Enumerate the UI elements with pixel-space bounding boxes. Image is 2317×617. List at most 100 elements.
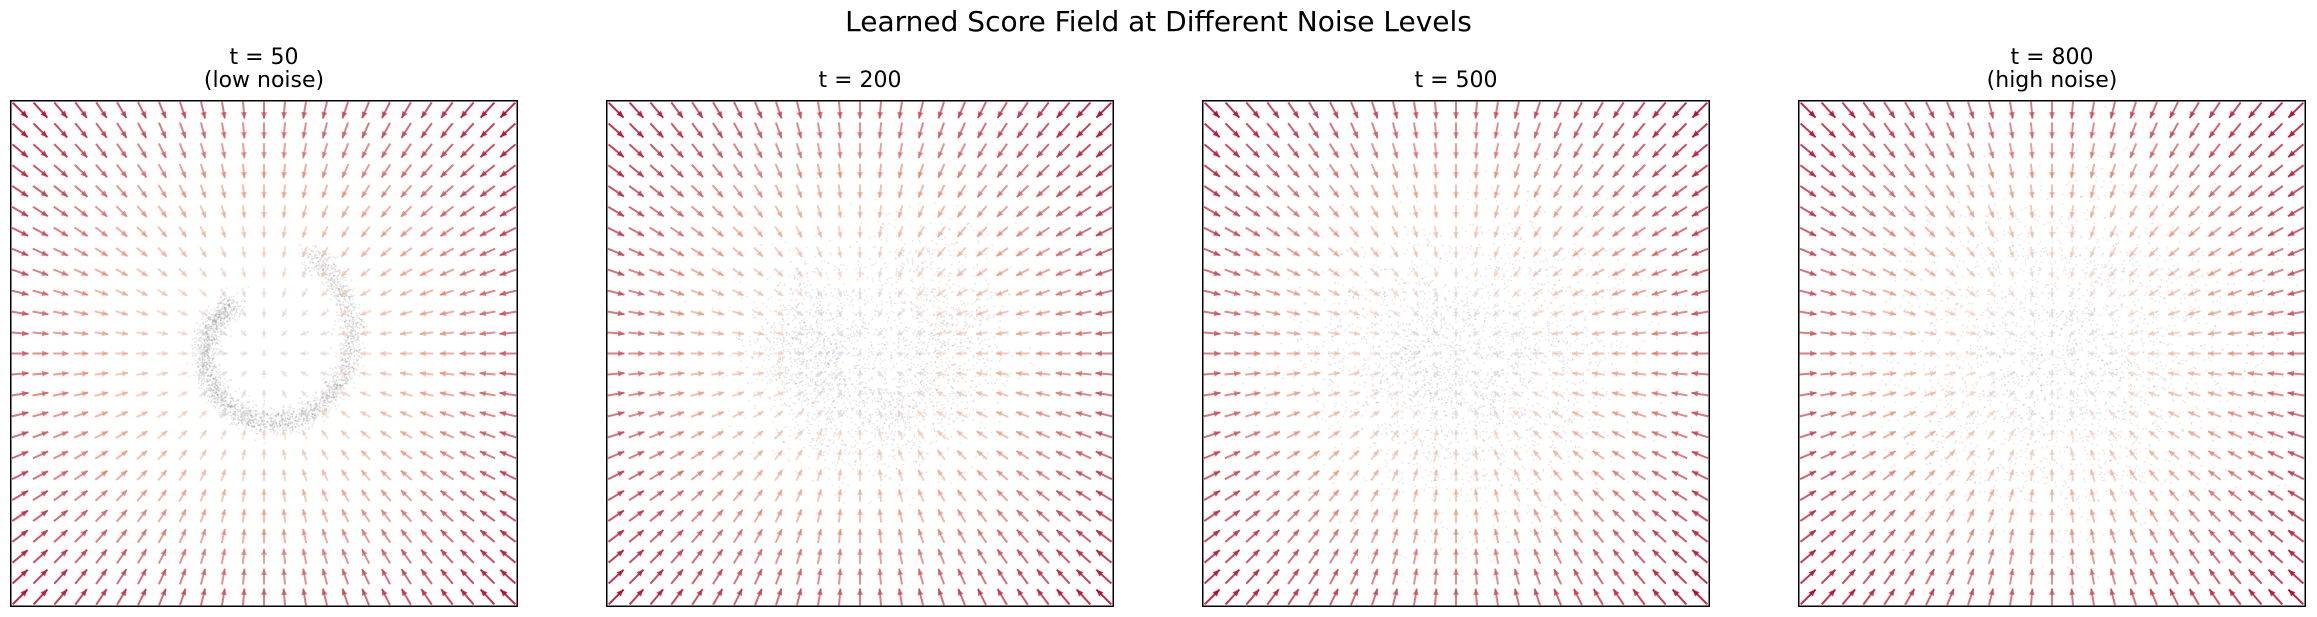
sample-point: [202, 369, 204, 372]
sample-point: [922, 391, 925, 394]
score-arrow-head: [261, 509, 267, 515]
sample-point: [217, 322, 220, 324]
sample-point: [296, 420, 299, 423]
sample-point: [331, 368, 334, 370]
score-arrow-head: [479, 390, 487, 397]
sample-point: [208, 328, 210, 330]
sample-point: [220, 400, 223, 403]
sample-point: [958, 348, 961, 351]
sample-point: [814, 381, 817, 383]
score-arrow-head: [420, 451, 428, 457]
score-arrow-head: [41, 390, 49, 397]
sample-point: [220, 319, 222, 321]
sample-point: [292, 411, 295, 414]
sample-point: [838, 327, 840, 330]
sample-point: [204, 332, 207, 335]
sample-point: [301, 412, 304, 415]
sample-point: [221, 307, 224, 310]
score-arrow-head: [460, 490, 468, 497]
sample-point: [215, 323, 217, 326]
sample-point: [197, 344, 200, 346]
sample-point: [894, 406, 897, 409]
sample-point: [237, 428, 240, 430]
sample-point: [914, 375, 917, 377]
score-arrow-head: [140, 111, 147, 119]
sample-point: [220, 312, 223, 315]
score-arrow-head: [140, 170, 147, 178]
sample-point: [848, 352, 851, 354]
sample-point: [314, 255, 316, 258]
sample-point: [331, 284, 333, 287]
sample-point: [881, 455, 884, 458]
score-arrow-head: [180, 469, 187, 477]
sample-point: [343, 379, 345, 382]
sample-point: [340, 369, 343, 372]
sample-point: [224, 306, 227, 309]
sample-point: [814, 383, 817, 385]
score-arrow-head: [362, 151, 368, 158]
sample-point: [318, 262, 320, 265]
score-arrow-head: [499, 270, 507, 276]
sample-point: [218, 311, 221, 314]
sample-point: [208, 312, 211, 315]
sample-point: [329, 278, 332, 281]
sample-point: [212, 378, 215, 381]
score-arrow-head: [60, 510, 68, 517]
sample-point: [817, 297, 820, 300]
score-arrow-head: [240, 251, 247, 258]
sample-point: [810, 333, 813, 336]
score-arrow-head: [140, 270, 148, 276]
sample-point: [216, 393, 219, 395]
sample-point: [210, 369, 213, 372]
sample-point: [863, 392, 865, 395]
sample-point: [827, 362, 829, 365]
sample-point: [875, 411, 877, 414]
sample-point: [193, 352, 196, 354]
sample-point: [971, 303, 974, 305]
sample-point: [336, 388, 338, 390]
sample-point: [208, 389, 211, 392]
sample-point: [210, 327, 212, 330]
sample-point: [261, 428, 263, 431]
score-arrow: [280, 370, 288, 378]
sample-point: [332, 384, 335, 387]
sample-point: [289, 417, 292, 420]
sample-point: [911, 347, 914, 350]
sample-point: [262, 411, 265, 414]
score-arrow: [219, 308, 228, 318]
sample-point: [356, 360, 358, 363]
sample-point: [202, 377, 205, 380]
sample-point: [915, 335, 918, 338]
sample-point: [237, 405, 239, 408]
sample-point: [906, 380, 909, 383]
sample-point: [930, 324, 933, 326]
score-arrow-head: [101, 370, 109, 377]
sample-point: [219, 397, 222, 400]
score-arrow-head: [261, 252, 267, 258]
score-arrow-head: [420, 270, 427, 276]
sample-point: [244, 414, 247, 416]
sample-point: [358, 349, 361, 351]
sample-point: [340, 348, 342, 351]
sample-point: [770, 330, 773, 333]
score-arrow-head: [61, 290, 69, 296]
sample-point: [218, 311, 221, 314]
sample-point: [933, 408, 935, 411]
sample-point: [344, 379, 346, 381]
sample-point: [204, 332, 207, 335]
sample-point: [208, 356, 211, 359]
score-arrow: [340, 390, 351, 398]
sample-point: [324, 399, 326, 402]
sample-point: [949, 217, 952, 220]
sample-point: [786, 366, 788, 368]
score-arrow-head: [421, 150, 428, 158]
sample-point: [814, 400, 817, 402]
sample-point: [297, 402, 300, 404]
sample-point: [218, 327, 221, 330]
sample-point: [231, 405, 234, 408]
quiver-plot-2: [606, 100, 1114, 607]
sample-point: [869, 414, 872, 417]
score-arrow-head: [100, 210, 108, 217]
sample-point: [241, 407, 244, 409]
score-arrow-head: [120, 549, 127, 557]
